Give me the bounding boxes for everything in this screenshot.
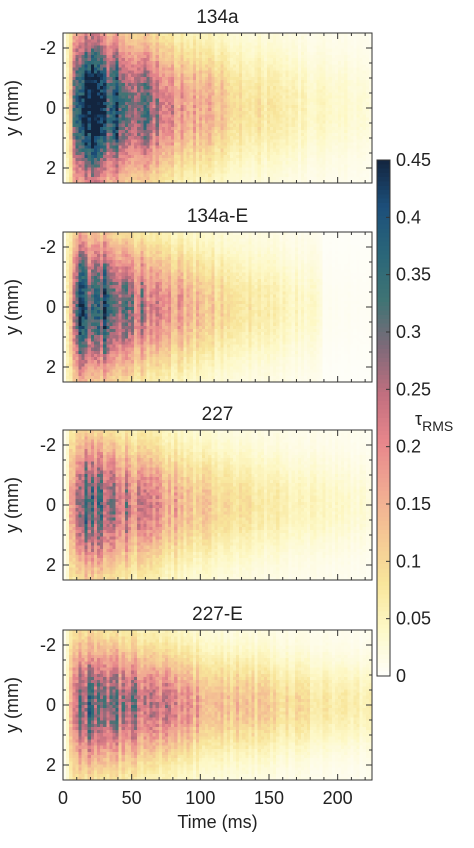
panel-title: 134a [196,7,239,28]
y-tick-label: 2 [46,158,56,178]
y-tick-label: 0 [46,98,56,118]
y-tick-label: -2 [40,38,56,58]
heatmap-cells [63,232,373,383]
heatmap-cells [63,33,373,184]
panel-1: 134a -2 0 2 y (mm) [2,7,373,184]
y-axis-label: y (mm) [2,80,22,136]
